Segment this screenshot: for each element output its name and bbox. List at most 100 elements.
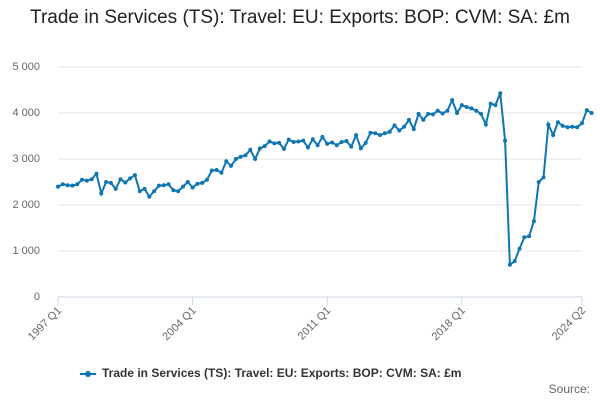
point bbox=[402, 124, 407, 129]
point bbox=[334, 143, 339, 148]
point bbox=[479, 111, 484, 116]
point bbox=[99, 191, 104, 196]
point bbox=[166, 182, 171, 187]
point bbox=[243, 153, 248, 158]
point bbox=[219, 170, 224, 175]
point bbox=[397, 128, 402, 133]
point bbox=[575, 125, 580, 130]
point bbox=[551, 133, 556, 138]
x-tick-label: 1997 Q1 bbox=[26, 305, 64, 343]
point bbox=[455, 111, 460, 115]
point bbox=[238, 154, 243, 159]
x-tick-label: 2018 Q1 bbox=[430, 305, 468, 343]
point bbox=[161, 183, 166, 188]
x-tick-label: 2024 Q2 bbox=[550, 305, 588, 343]
point bbox=[349, 144, 354, 149]
point bbox=[580, 121, 584, 126]
point bbox=[555, 120, 560, 125]
point bbox=[118, 177, 123, 182]
point bbox=[435, 108, 440, 113]
point bbox=[517, 246, 522, 251]
point bbox=[344, 139, 349, 144]
point bbox=[253, 157, 258, 161]
point bbox=[296, 139, 301, 144]
point bbox=[277, 140, 282, 145]
point bbox=[142, 186, 147, 191]
point bbox=[262, 144, 267, 149]
point bbox=[440, 111, 445, 116]
point bbox=[123, 180, 128, 185]
point bbox=[94, 171, 99, 176]
point bbox=[469, 106, 474, 111]
point bbox=[570, 124, 575, 129]
point bbox=[546, 122, 551, 127]
point bbox=[281, 146, 286, 151]
point bbox=[104, 180, 109, 184]
point bbox=[330, 140, 335, 145]
y-tick-label: 3 000 bbox=[12, 153, 40, 165]
point bbox=[430, 112, 435, 117]
point bbox=[339, 139, 344, 144]
point bbox=[84, 178, 89, 183]
point bbox=[171, 188, 176, 193]
point bbox=[459, 103, 464, 108]
point bbox=[233, 157, 238, 161]
point bbox=[176, 189, 181, 194]
point bbox=[147, 194, 152, 199]
point bbox=[363, 140, 368, 145]
point bbox=[257, 146, 262, 151]
y-tick-label: 2 000 bbox=[12, 199, 40, 211]
point bbox=[527, 234, 532, 239]
point bbox=[507, 262, 512, 267]
point bbox=[421, 117, 426, 122]
point bbox=[152, 189, 157, 194]
point bbox=[493, 103, 498, 108]
point bbox=[416, 111, 421, 116]
legend-label: Trade in Services (TS): Travel: EU: Expo… bbox=[102, 366, 461, 380]
point bbox=[286, 137, 291, 142]
point bbox=[301, 138, 306, 143]
point bbox=[584, 108, 589, 113]
point bbox=[406, 117, 411, 122]
point bbox=[272, 141, 277, 146]
point bbox=[229, 163, 234, 168]
point bbox=[267, 139, 272, 144]
point bbox=[445, 108, 450, 113]
point bbox=[373, 131, 378, 136]
point bbox=[450, 98, 455, 103]
point bbox=[541, 175, 546, 180]
point bbox=[224, 159, 229, 164]
series-line bbox=[57, 92, 593, 267]
point bbox=[488, 101, 493, 106]
point bbox=[320, 134, 325, 139]
point bbox=[291, 139, 296, 144]
point bbox=[560, 123, 565, 128]
x-tick-label: 2011 Q1 bbox=[296, 305, 334, 343]
point bbox=[522, 235, 527, 240]
point bbox=[248, 147, 253, 152]
point bbox=[128, 176, 133, 181]
point bbox=[392, 123, 397, 128]
point bbox=[56, 184, 60, 189]
point bbox=[474, 108, 479, 113]
point bbox=[464, 105, 469, 110]
point bbox=[325, 141, 330, 146]
point bbox=[354, 133, 359, 138]
y-tick-label: 0 bbox=[34, 291, 40, 303]
point bbox=[180, 184, 185, 189]
point bbox=[156, 183, 161, 188]
point bbox=[387, 129, 392, 134]
x-tick-label: 2004 Q1 bbox=[160, 305, 198, 343]
point bbox=[190, 185, 195, 190]
point bbox=[65, 183, 70, 188]
point bbox=[60, 182, 65, 187]
point bbox=[310, 137, 315, 142]
point bbox=[137, 189, 142, 194]
point bbox=[565, 125, 570, 130]
chart-title: Trade in Services (TS): Travel: EU: Expo… bbox=[30, 7, 570, 28]
y-tick-label: 1 000 bbox=[12, 245, 40, 257]
point bbox=[209, 168, 214, 173]
point bbox=[214, 168, 219, 173]
